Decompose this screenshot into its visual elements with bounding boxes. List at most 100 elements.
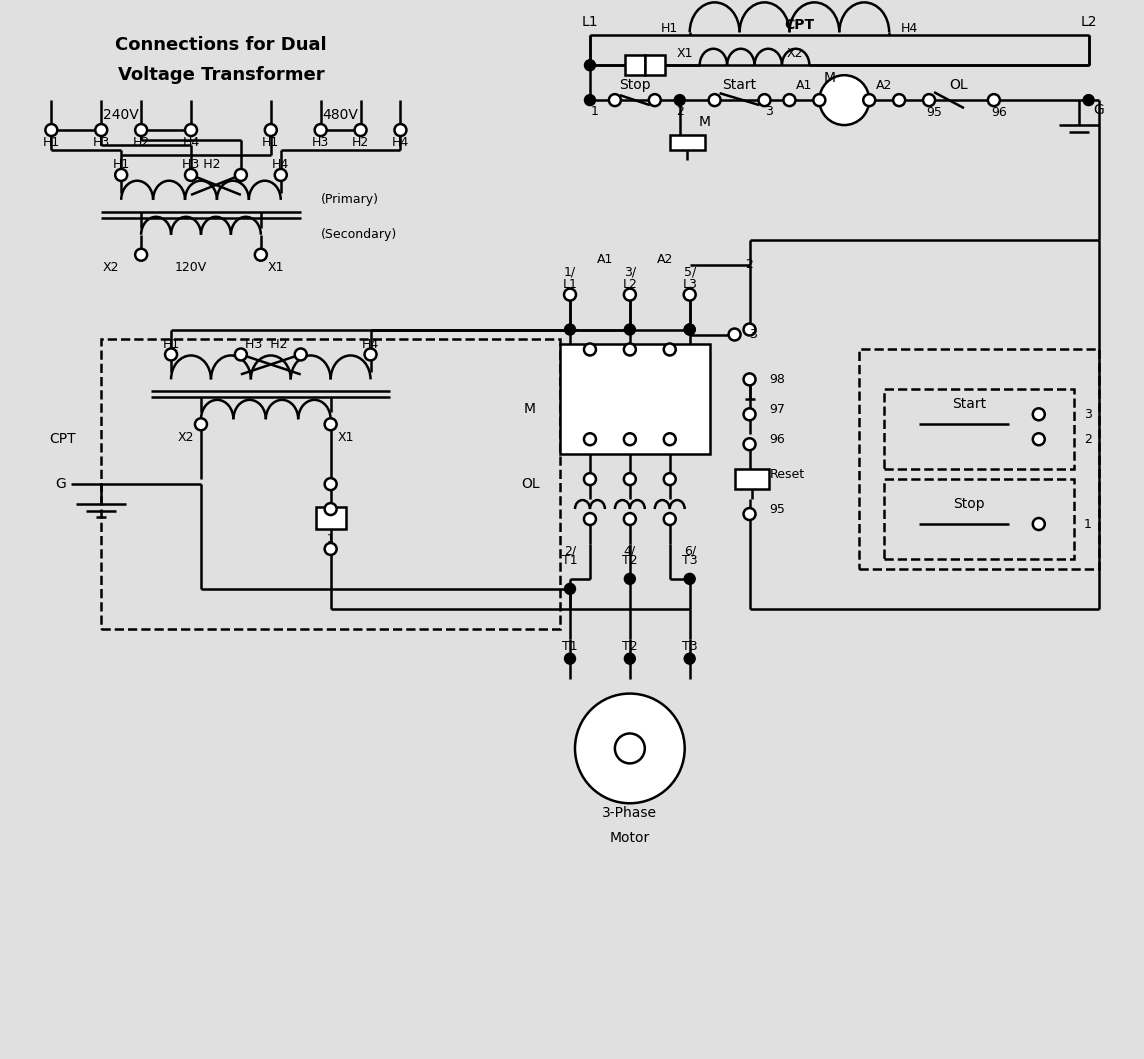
Circle shape [893, 94, 905, 106]
Text: Reset: Reset [770, 468, 804, 481]
Circle shape [325, 478, 336, 490]
Text: 95: 95 [927, 106, 942, 119]
Text: 2: 2 [1083, 433, 1091, 446]
Text: 1: 1 [327, 534, 334, 544]
Text: T3: T3 [682, 641, 698, 653]
Text: H1: H1 [42, 136, 59, 148]
Circle shape [564, 289, 575, 301]
Text: L2: L2 [1080, 15, 1097, 30]
Circle shape [275, 169, 287, 181]
Text: Start: Start [723, 78, 756, 92]
Text: A1: A1 [796, 78, 812, 92]
Text: Stop: Stop [953, 497, 985, 511]
Circle shape [235, 348, 247, 360]
Circle shape [708, 94, 721, 106]
Text: 480V: 480V [323, 108, 358, 122]
Text: 1: 1 [591, 105, 598, 118]
Circle shape [625, 653, 635, 664]
Text: L1: L1 [563, 279, 578, 291]
Circle shape [185, 169, 197, 181]
Bar [734, 469, 770, 489]
Text: L2: L2 [622, 279, 637, 291]
Text: (Secondary): (Secondary) [320, 229, 397, 241]
Circle shape [325, 503, 336, 515]
Text: T2: T2 [622, 555, 637, 568]
Circle shape [583, 433, 596, 445]
Text: L3: L3 [682, 279, 697, 291]
Circle shape [564, 584, 575, 594]
Text: H3  H2: H3 H2 [245, 338, 287, 351]
Circle shape [185, 124, 197, 136]
Circle shape [988, 94, 1000, 106]
Circle shape [744, 409, 755, 420]
Text: 96: 96 [991, 106, 1007, 119]
Text: Motor: Motor [610, 831, 650, 845]
Text: H4: H4 [182, 136, 199, 148]
Text: 5/: 5/ [684, 265, 696, 279]
Text: X1: X1 [337, 431, 353, 444]
Circle shape [585, 94, 595, 106]
Text: T2: T2 [622, 641, 637, 653]
Circle shape [649, 94, 661, 106]
Circle shape [564, 653, 575, 664]
Bar [316, 507, 345, 530]
Text: 95: 95 [770, 503, 785, 516]
Text: Start: Start [952, 397, 986, 411]
Circle shape [744, 324, 755, 336]
Circle shape [135, 249, 148, 261]
Text: (Primary): (Primary) [320, 194, 379, 207]
Circle shape [1033, 433, 1044, 445]
Text: OL: OL [521, 478, 540, 491]
Circle shape [264, 124, 277, 136]
Text: H4: H4 [272, 159, 289, 172]
Text: A1: A1 [597, 253, 613, 266]
Circle shape [585, 59, 595, 71]
Circle shape [355, 124, 366, 136]
Circle shape [623, 473, 636, 485]
Circle shape [583, 513, 596, 525]
Circle shape [623, 433, 636, 445]
Bar [669, 136, 705, 150]
Text: H2: H2 [133, 136, 150, 148]
Circle shape [744, 374, 755, 385]
Circle shape [325, 543, 336, 555]
Text: H1: H1 [661, 22, 678, 35]
Text: 2/: 2/ [564, 544, 577, 557]
Text: 3: 3 [765, 105, 773, 118]
Text: CPT: CPT [49, 432, 77, 446]
Circle shape [744, 508, 755, 520]
Bar [859, 349, 1098, 569]
Circle shape [1033, 409, 1044, 420]
Circle shape [1033, 518, 1044, 530]
Text: Stop: Stop [619, 78, 651, 92]
Circle shape [325, 418, 336, 430]
Circle shape [813, 94, 825, 106]
Text: 98: 98 [770, 373, 785, 385]
Text: H4: H4 [362, 338, 379, 351]
Circle shape [664, 433, 676, 445]
Text: CPT: CPT [785, 18, 815, 33]
Circle shape [395, 124, 406, 136]
Text: T1: T1 [562, 555, 578, 568]
Text: H4: H4 [900, 22, 917, 35]
Text: M: M [524, 402, 537, 416]
Circle shape [315, 124, 327, 136]
Text: L1: L1 [581, 15, 598, 30]
Text: H2: H2 [352, 136, 370, 148]
Text: Voltage Transformer: Voltage Transformer [118, 67, 324, 85]
Text: H1: H1 [162, 338, 180, 351]
Circle shape [1083, 94, 1094, 106]
Circle shape [609, 94, 621, 106]
Circle shape [165, 348, 177, 360]
Text: X2: X2 [786, 47, 803, 59]
Circle shape [684, 324, 696, 335]
Circle shape [95, 124, 108, 136]
Circle shape [623, 513, 636, 525]
Bar [101, 340, 561, 629]
Text: 2: 2 [676, 105, 684, 118]
Circle shape [365, 348, 376, 360]
Circle shape [135, 124, 148, 136]
Text: H4: H4 [392, 136, 410, 148]
Circle shape [623, 343, 636, 356]
Text: 3: 3 [749, 328, 757, 341]
